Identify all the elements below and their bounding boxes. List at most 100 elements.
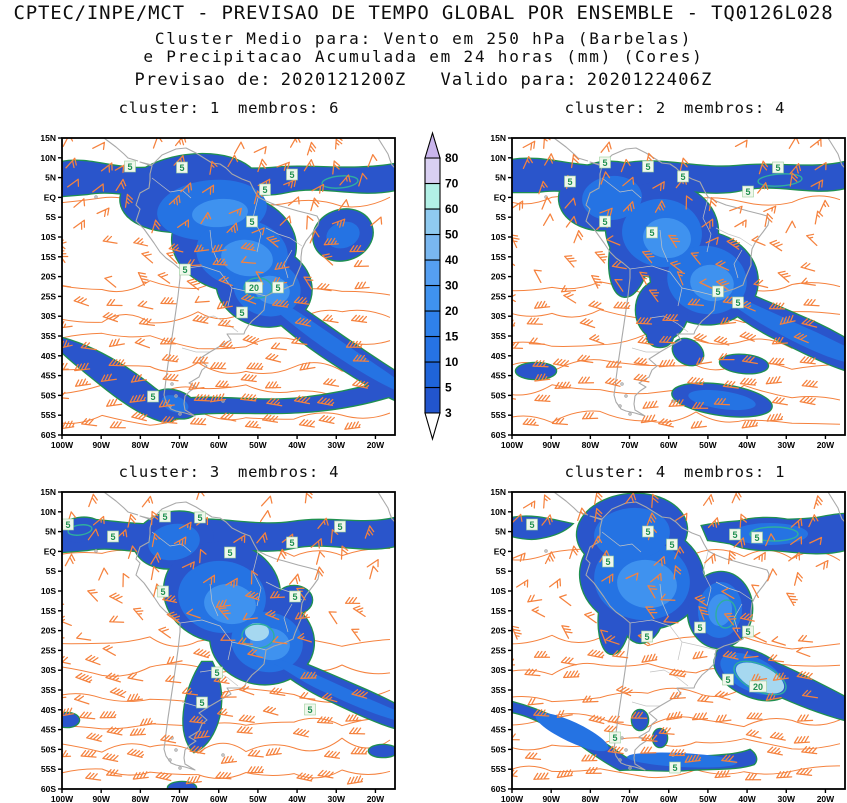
svg-text:50W: 50W [699,794,717,803]
svg-text:5: 5 [65,520,70,530]
svg-text:5: 5 [199,698,204,708]
svg-text:5: 5 [680,172,685,182]
svg-text:20S: 20S [41,626,56,636]
svg-text:5N: 5N [495,173,506,183]
svg-text:5: 5 [672,763,677,773]
svg-text:5: 5 [669,540,674,550]
svg-text:5: 5 [239,308,244,318]
svg-text:35S: 35S [491,331,506,341]
subtitle-line2: e Precipitacao Acumulada em 24 horas (mm… [143,47,704,66]
svg-text:55S: 55S [491,410,506,420]
svg-text:15N: 15N [490,487,506,497]
panel-title-cluster-1: cluster: 1 membros: 6 [59,99,399,117]
svg-text:100W: 100W [501,440,524,450]
svg-text:5S: 5S [46,566,57,576]
svg-text:20W: 20W [367,440,385,450]
svg-text:50: 50 [445,228,459,242]
svg-text:50W: 50W [249,794,267,803]
svg-text:5N: 5N [45,527,56,537]
svg-text:40W: 40W [738,440,756,450]
svg-text:20: 20 [445,304,459,318]
svg-text:5: 5 [445,381,452,395]
svg-text:15S: 15S [41,606,56,616]
svg-text:5: 5 [775,163,780,173]
svg-text:60S: 60S [491,430,506,440]
svg-text:60W: 60W [210,794,228,803]
svg-text:70W: 70W [171,440,189,450]
svg-text:80W: 80W [582,440,600,450]
svg-text:20W: 20W [367,794,385,803]
svg-text:55S: 55S [41,764,56,774]
cluster-2-membros: membros: 4 [684,99,786,117]
svg-text:5S: 5S [496,566,507,576]
forecast-value: 2020121200Z [280,70,407,90]
svg-text:60S: 60S [41,784,56,794]
cluster-3-label: cluster: 3 [118,463,220,481]
panel-title-cluster-4: cluster: 4 membros: 1 [505,463,845,481]
svg-text:5: 5 [160,587,165,597]
svg-text:20: 20 [753,682,763,692]
panel-title-cluster-3: cluster: 3 membros: 4 [59,463,399,481]
svg-text:20W: 20W [817,440,835,450]
svg-text:10: 10 [445,355,459,369]
svg-text:5: 5 [732,530,737,540]
svg-text:60W: 60W [210,440,228,450]
svg-text:EQ: EQ [494,192,507,202]
svg-text:20: 20 [249,283,259,293]
svg-text:30S: 30S [491,665,506,675]
cluster-1-membros: membros: 6 [238,99,340,117]
svg-text:10S: 10S [491,232,506,242]
svg-text:40S: 40S [41,351,56,361]
svg-text:30W: 30W [328,794,346,803]
svg-text:5: 5 [275,283,280,293]
svg-text:90W: 90W [92,794,110,803]
svg-text:50S: 50S [491,390,506,400]
svg-text:50W: 50W [699,440,717,450]
svg-text:5: 5 [307,705,312,715]
svg-text:100W: 100W [501,794,524,803]
svg-text:45S: 45S [491,371,506,381]
svg-text:15N: 15N [40,133,56,143]
svg-text:5: 5 [179,163,184,173]
cluster-4-label: cluster: 4 [564,463,666,481]
svg-text:70W: 70W [621,440,639,450]
svg-text:60S: 60S [491,784,506,794]
svg-text:30S: 30S [41,665,56,675]
map-panel-cluster-1: 5 5 5 5 5 5 20 5 5 5 15N 10N 5N EQ 5S 10S 15S 20S 25S 30S 35… [24,130,396,450]
svg-text:20W: 20W [817,794,835,803]
svg-text:25S: 25S [491,645,506,655]
svg-text:50S: 50S [491,744,506,754]
map-panel-cluster-4: 5 5 5 5 5 5 5 5 5 5 20 5 5 15N 10N 5N EQ 5S 10S 15S 20S 25S 30… [474,484,846,803]
panel-title-cluster-2: cluster: 2 membros: 4 [505,99,845,117]
forecast-valid-line: Previsao de: 2020121200Z Valido para: 20201… [0,70,847,90]
svg-text:40W: 40W [738,794,756,803]
svg-text:20S: 20S [491,626,506,636]
svg-text:40W: 40W [288,794,306,803]
svg-text:10N: 10N [40,507,56,517]
svg-text:5N: 5N [495,527,506,537]
svg-text:50S: 50S [41,744,56,754]
svg-text:5: 5 [745,627,750,637]
svg-text:90W: 90W [92,440,110,450]
svg-text:5: 5 [127,162,132,172]
cluster-2-label: cluster: 2 [564,99,666,117]
svg-text:5: 5 [612,733,617,743]
svg-text:5: 5 [182,265,187,275]
svg-text:5: 5 [289,170,294,180]
svg-text:30S: 30S [41,311,56,321]
svg-text:10S: 10S [41,232,56,242]
svg-text:5: 5 [292,592,297,602]
svg-text:10S: 10S [41,586,56,596]
svg-text:5: 5 [262,185,267,195]
svg-text:55S: 55S [41,410,56,420]
svg-text:80W: 80W [132,794,150,803]
svg-text:5: 5 [649,228,654,238]
page-title: CPTEC/INPE/MCT - PREVISAO DE TEMPO GLOBA… [13,2,834,24]
svg-text:5: 5 [162,512,167,522]
svg-text:35S: 35S [41,331,56,341]
map-panel-cluster-3: 5 5 5 5 5 5 5 5 5 5 5 5 15N 10N 5N EQ 5S 10S 15S 20S 25S 30S 3… [24,484,396,803]
svg-text:15: 15 [445,330,459,344]
svg-text:5: 5 [602,158,607,168]
svg-text:60W: 60W [660,440,678,450]
svg-text:100W: 100W [51,440,74,450]
